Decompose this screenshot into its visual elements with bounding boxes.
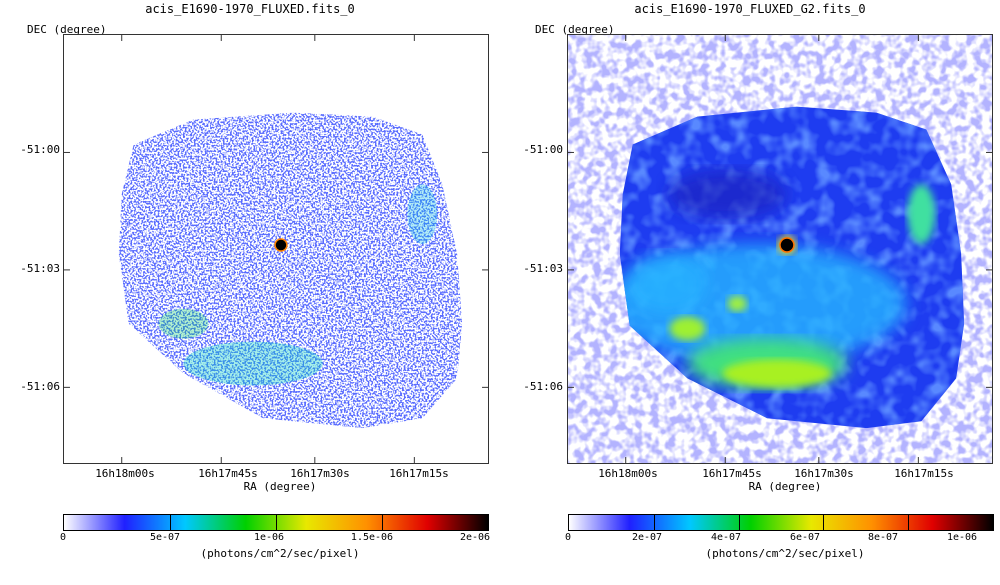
image-panel-raw: acis_E1690-1970_FLUXED.fits_0 DEC (degre… (20, 2, 490, 560)
y-tick-label: -51:00 (523, 143, 563, 156)
y-axis-label: DEC (degree) (535, 23, 615, 36)
panel-title: acis_E1690-1970_FLUXED.fits_0 (145, 2, 355, 16)
image-view[interactable] (567, 34, 993, 464)
x-tick-label: 16h17m30s (290, 467, 350, 480)
colorbar-tick-label: 1e-06 (253, 532, 285, 543)
colorbar-tick-label: 5e-07 (149, 532, 181, 543)
y-tick-label: -51:06 (523, 380, 563, 393)
y-tick-label: -51:03 (20, 262, 60, 275)
colorbar-label: (photons/cm^2/sec/pixel) (200, 547, 360, 560)
colorbar-tick-mark (738, 515, 740, 530)
colorbar-tick-label: 6e-07 (789, 532, 821, 543)
y-tick-label: -51:03 (523, 262, 563, 275)
point-source-marker (274, 238, 288, 252)
colorbar-tick-mark (653, 515, 655, 530)
colorbar-tick-label: 0 (59, 532, 67, 543)
x-tick-label: 16h17m15s (389, 467, 449, 480)
colorbar-tick-label: 8e-07 (867, 532, 899, 543)
panel-title: acis_E1690-1970_FLUXED_G2.fits_0 (634, 2, 866, 16)
y-tick-label: -51:06 (20, 380, 60, 393)
y-axis-label: DEC (degree) (27, 23, 107, 36)
colorbar-tick-mark (908, 515, 910, 530)
colorbar-label: (photons/cm^2/sec/pixel) (705, 547, 865, 560)
image-view[interactable] (63, 34, 489, 464)
x-tick-label: 16h17m15s (894, 467, 954, 480)
x-tick-label: 16h17m45s (702, 467, 762, 480)
colorbar-tick-label: 1.5e-06 (350, 532, 394, 543)
image-panel-smoothed: acis_E1690-1970_FLUXED_G2.fits_0 DEC (de… (500, 0, 1000, 585)
colorbar (568, 514, 994, 531)
x-tick-label: 16h17m45s (198, 467, 258, 480)
x-tick-label: 16h18m00s (95, 467, 155, 480)
colorbar (63, 514, 489, 531)
colorbar-tick-label: 2e-07 (631, 532, 663, 543)
colorbar-tick-mark (382, 515, 383, 530)
colorbar-tick-label: 4e-07 (710, 532, 742, 543)
x-axis-label: RA (degree) (243, 480, 317, 493)
x-axis-label: RA (degree) (748, 480, 822, 493)
colorbar-tick-label: 0 (564, 532, 572, 543)
point-source-marker (778, 236, 796, 254)
x-tick-label: 16h17m30s (794, 467, 854, 480)
colorbar-tick-mark (823, 515, 825, 530)
y-tick-label: -51:00 (20, 143, 60, 156)
colorbar-tick-mark (170, 515, 171, 530)
x-tick-label: 16h18m00s (598, 467, 658, 480)
colorbar-tick-label: 2e-06 (459, 532, 491, 543)
colorbar-tick-label: 1e-06 (946, 532, 978, 543)
colorbar-tick-mark (276, 515, 277, 530)
